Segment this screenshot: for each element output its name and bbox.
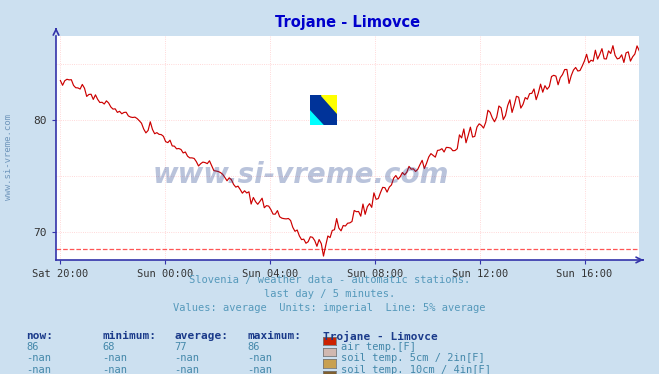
- Text: 68: 68: [102, 342, 115, 352]
- Polygon shape: [310, 109, 325, 125]
- Text: maximum:: maximum:: [247, 331, 301, 341]
- Text: -nan: -nan: [26, 365, 51, 374]
- Text: www.si-vreme.com: www.si-vreme.com: [4, 114, 13, 200]
- Text: -nan: -nan: [247, 353, 272, 364]
- Title: Trojane - Limovce: Trojane - Limovce: [275, 15, 420, 30]
- Text: -nan: -nan: [175, 365, 200, 374]
- Text: 86: 86: [26, 342, 39, 352]
- Text: -nan: -nan: [175, 353, 200, 364]
- Text: 86: 86: [247, 342, 260, 352]
- Text: soil temp. 10cm / 4in[F]: soil temp. 10cm / 4in[F]: [341, 365, 492, 374]
- Text: now:: now:: [26, 331, 53, 341]
- Text: -nan: -nan: [26, 353, 51, 364]
- Text: last day / 5 minutes.: last day / 5 minutes.: [264, 289, 395, 299]
- Text: Slovenia / weather data - automatic stations.: Slovenia / weather data - automatic stat…: [189, 275, 470, 285]
- Text: -nan: -nan: [247, 365, 272, 374]
- Polygon shape: [321, 95, 337, 113]
- Text: air temp.[F]: air temp.[F]: [341, 342, 416, 352]
- Text: www.si-vreme.com: www.si-vreme.com: [153, 161, 449, 188]
- Text: soil temp. 5cm / 2in[F]: soil temp. 5cm / 2in[F]: [341, 353, 485, 364]
- Text: average:: average:: [175, 331, 229, 341]
- Text: minimum:: minimum:: [102, 331, 156, 341]
- Text: Trojane - Limovce: Trojane - Limovce: [323, 331, 438, 342]
- Text: 77: 77: [175, 342, 187, 352]
- Polygon shape: [310, 95, 337, 125]
- Text: -nan: -nan: [102, 353, 127, 364]
- Text: -nan: -nan: [102, 365, 127, 374]
- Text: Values: average  Units: imperial  Line: 5% average: Values: average Units: imperial Line: 5%…: [173, 303, 486, 313]
